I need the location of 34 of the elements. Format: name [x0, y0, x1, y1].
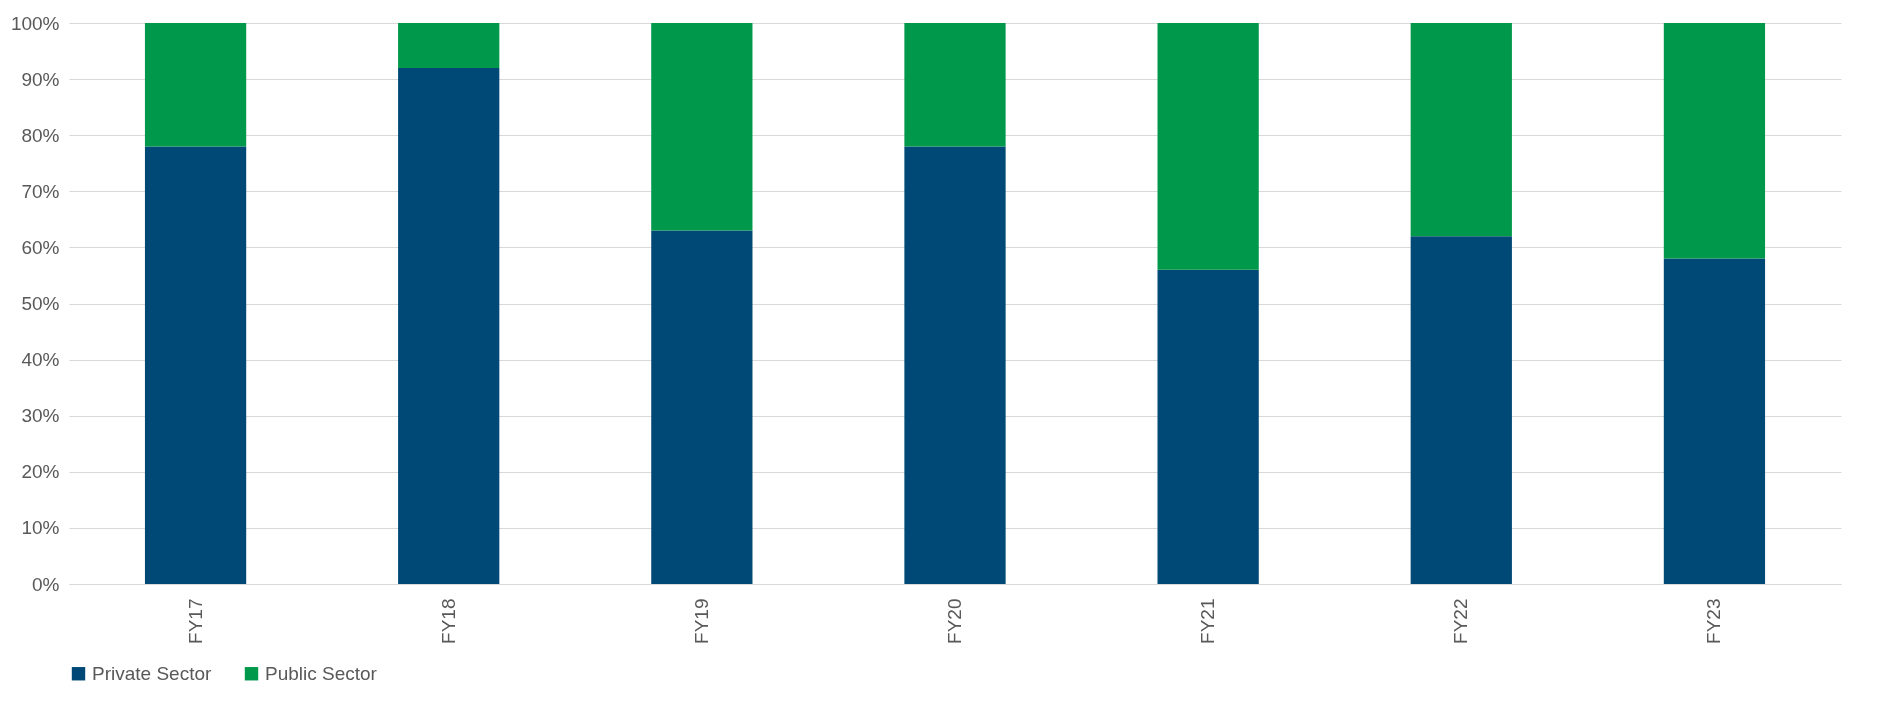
bar — [904, 146, 1006, 584]
x-tick-label: FY17 — [184, 598, 206, 644]
x-tick-label: FY23 — [1703, 598, 1725, 644]
bar — [1157, 269, 1259, 584]
y-tick-label: 30% — [21, 405, 60, 427]
x-tick-label: FY22 — [1450, 598, 1472, 644]
bar — [1410, 23, 1512, 237]
x-tick-label: FY21 — [1197, 598, 1219, 644]
x-tick-label: FY19 — [690, 598, 712, 644]
y-tick-label: 100% — [10, 12, 60, 34]
y-tick-label: 40% — [21, 349, 60, 371]
bar — [1157, 23, 1259, 270]
bar — [144, 146, 247, 584]
y-tick-label: 70% — [21, 180, 60, 202]
x-tick-label: FY18 — [437, 598, 459, 644]
y-tick-label: 90% — [21, 68, 60, 90]
bar — [1663, 23, 1766, 259]
bar — [651, 230, 753, 584]
bar — [651, 23, 753, 231]
x-tick-label: FY20 — [944, 598, 965, 644]
bar — [398, 67, 500, 584]
y-tick-label: 10% — [21, 517, 60, 539]
y-tick-label: 60% — [21, 236, 60, 258]
y-tick-label: 50% — [21, 293, 60, 314]
y-tick-label: 80% — [21, 124, 60, 146]
bar — [398, 23, 500, 68]
y-tick-label: 20% — [21, 461, 60, 483]
bar — [1663, 258, 1766, 584]
y-tick-label: 0% — [32, 573, 60, 595]
bar — [144, 23, 247, 147]
legend-label: Private Sector — [92, 662, 212, 684]
legend-label: Public Sector — [265, 662, 378, 684]
bar — [1410, 236, 1512, 584]
bar — [904, 23, 1006, 147]
